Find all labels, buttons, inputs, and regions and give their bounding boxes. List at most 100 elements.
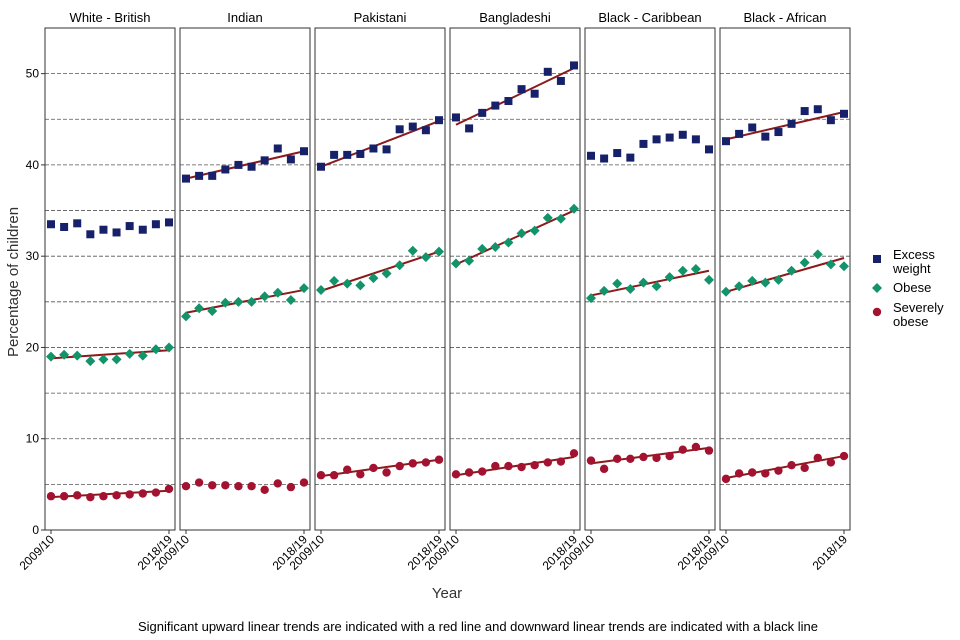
point-excess bbox=[234, 160, 243, 169]
panel-title: White - British bbox=[70, 10, 151, 25]
point-severe bbox=[408, 459, 417, 468]
point-severe bbox=[543, 458, 552, 467]
point-excess bbox=[73, 219, 82, 228]
point-obese bbox=[529, 225, 540, 236]
point-obese bbox=[285, 294, 296, 305]
point-obese bbox=[164, 342, 174, 353]
point-excess bbox=[369, 144, 378, 153]
point-excess bbox=[587, 151, 595, 160]
point-severe bbox=[125, 490, 134, 499]
point-obese bbox=[734, 281, 745, 292]
point-severe bbox=[369, 463, 378, 473]
trend-line-excess bbox=[320, 120, 440, 168]
legend-key-excess bbox=[873, 255, 881, 263]
point-excess bbox=[300, 147, 308, 156]
panel-border bbox=[179, 27, 311, 531]
legend-label: weight bbox=[892, 261, 931, 276]
point-severe bbox=[299, 478, 309, 487]
point-excess bbox=[556, 76, 565, 85]
point-excess bbox=[465, 124, 474, 133]
point-severe bbox=[586, 456, 596, 465]
point-excess bbox=[665, 133, 674, 142]
point-severe bbox=[434, 455, 444, 464]
point-obese bbox=[316, 284, 326, 295]
point-excess bbox=[774, 128, 783, 137]
point-excess bbox=[761, 132, 770, 141]
point-excess bbox=[286, 155, 295, 164]
y-axis-title: Percentage of children bbox=[5, 207, 22, 357]
point-obese bbox=[246, 296, 257, 307]
point-obese bbox=[420, 252, 431, 263]
trend-line-excess bbox=[455, 67, 575, 126]
point-severe bbox=[665, 451, 674, 461]
point-severe bbox=[652, 453, 661, 463]
point-severe bbox=[46, 492, 56, 501]
point-obese bbox=[612, 278, 623, 289]
point-obese bbox=[137, 350, 148, 361]
point-excess bbox=[382, 145, 391, 154]
point-excess bbox=[47, 220, 55, 229]
point-severe bbox=[639, 452, 648, 462]
point-excess bbox=[86, 230, 95, 239]
point-severe bbox=[530, 460, 539, 470]
point-obese bbox=[329, 275, 340, 286]
point-severe bbox=[286, 482, 296, 492]
point-excess bbox=[60, 222, 69, 231]
point-excess bbox=[452, 113, 460, 122]
point-obese bbox=[355, 280, 366, 291]
point-severe bbox=[678, 445, 687, 454]
y-tick-label: 10 bbox=[26, 432, 40, 446]
point-excess bbox=[570, 61, 578, 70]
point-obese bbox=[207, 305, 218, 316]
point-obese bbox=[839, 261, 849, 272]
point-excess bbox=[330, 150, 339, 159]
point-obese bbox=[46, 351, 56, 362]
point-excess bbox=[613, 149, 622, 158]
point-obese bbox=[651, 281, 662, 292]
point-obese bbox=[586, 293, 596, 304]
point-excess bbox=[343, 150, 352, 159]
panel-title: Black - Caribbean bbox=[598, 10, 701, 25]
point-obese bbox=[677, 265, 688, 276]
point-obese bbox=[690, 263, 701, 274]
point-excess bbox=[112, 228, 121, 237]
point-severe bbox=[787, 460, 796, 470]
legend-label: Obese bbox=[893, 280, 931, 295]
point-excess bbox=[182, 174, 190, 183]
y-tick-label: 40 bbox=[26, 158, 40, 172]
legend-label: Excess bbox=[893, 247, 935, 262]
point-excess bbox=[421, 126, 430, 135]
point-severe bbox=[451, 470, 461, 479]
trend-line-obese bbox=[50, 349, 170, 360]
point-obese bbox=[569, 203, 579, 214]
point-obese bbox=[599, 285, 610, 296]
point-excess bbox=[165, 218, 173, 227]
point-excess bbox=[99, 225, 108, 234]
point-obese bbox=[477, 243, 488, 254]
point-severe bbox=[356, 470, 365, 479]
point-obese bbox=[124, 348, 135, 359]
point-obese bbox=[704, 274, 714, 285]
point-obese bbox=[394, 260, 405, 271]
point-severe bbox=[826, 458, 836, 467]
point-severe bbox=[800, 463, 809, 473]
point-obese bbox=[760, 277, 771, 288]
y-tick-label: 0 bbox=[32, 523, 39, 537]
chart-caption: Significant upward linear trends are ind… bbox=[138, 619, 818, 634]
trend-line-obese bbox=[590, 269, 710, 297]
y-tick-label: 20 bbox=[26, 340, 40, 354]
trend-line-excess bbox=[185, 150, 305, 180]
trend-line-severe bbox=[50, 489, 170, 499]
point-excess bbox=[491, 101, 500, 110]
point-obese bbox=[368, 273, 379, 284]
panel-border bbox=[44, 27, 176, 531]
point-severe bbox=[491, 461, 500, 471]
point-severe bbox=[721, 474, 731, 484]
panel-title: Black - African bbox=[743, 10, 826, 25]
point-excess bbox=[705, 145, 713, 154]
point-obese bbox=[59, 349, 70, 360]
point-obese bbox=[773, 274, 784, 285]
point-excess bbox=[530, 89, 539, 98]
